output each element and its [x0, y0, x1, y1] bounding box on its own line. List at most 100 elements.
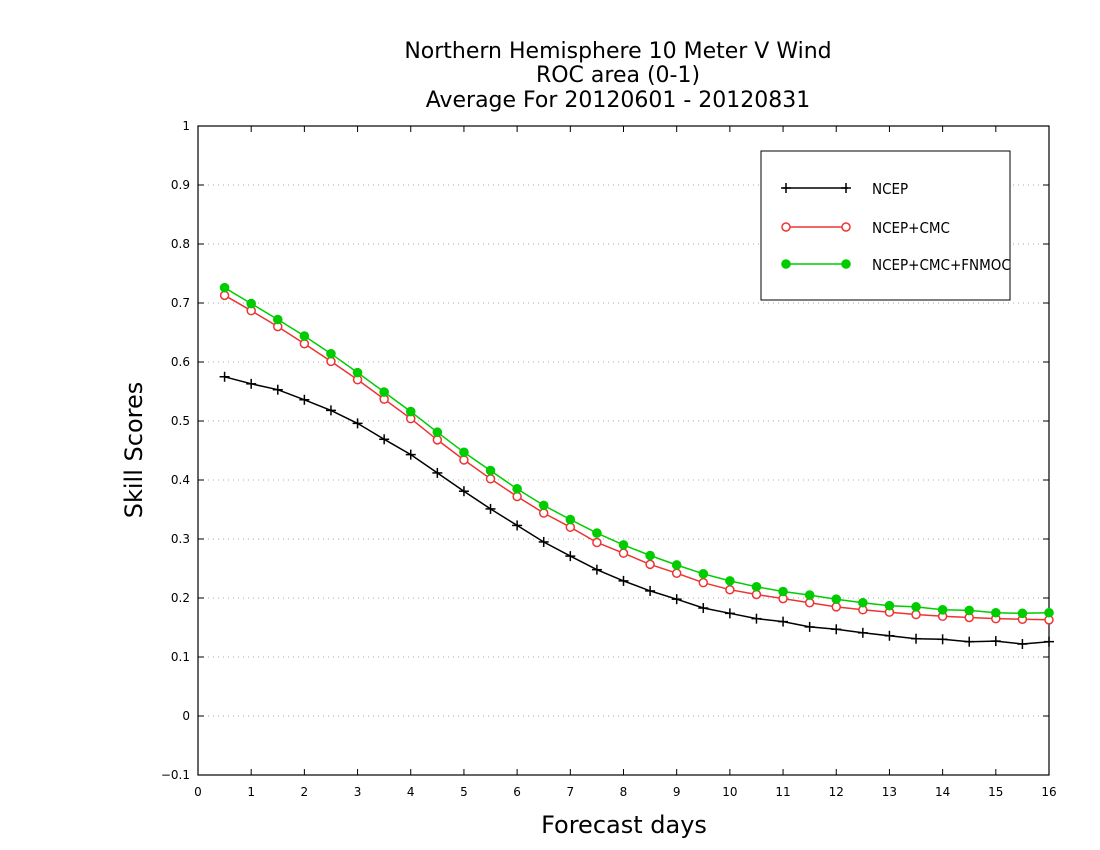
x-tick-label: 9 — [673, 785, 681, 799]
y-tick-label: 0.3 — [171, 532, 190, 546]
data-point — [219, 371, 230, 382]
data-point — [964, 605, 975, 616]
y-tick-label: −0.1 — [161, 768, 190, 782]
title-line-1: Northern Hemisphere 10 Meter V Wind — [404, 39, 831, 64]
y-tick-label: 0.5 — [171, 414, 190, 428]
data-point — [352, 418, 363, 429]
data-point — [485, 474, 496, 484]
series-2 — [219, 290, 1054, 625]
y-tick-label: 0.4 — [171, 473, 190, 487]
data-point — [405, 406, 416, 417]
x-tick-label: 12 — [829, 785, 844, 799]
x-tick-label: 2 — [301, 785, 309, 799]
data-point — [432, 467, 443, 478]
data-point — [538, 536, 549, 547]
data-point — [299, 394, 310, 405]
legend-item: NCEP+CMC+FNMOC — [781, 256, 1011, 274]
x-tick-label: 4 — [407, 785, 415, 799]
data-point — [831, 594, 842, 604]
series-line — [224, 294, 1050, 621]
data-point — [325, 405, 336, 416]
chart-title: Northern Hemisphere 10 Meter V Wind ROC … — [404, 39, 831, 113]
x-tick-label: 1 — [247, 785, 255, 799]
legend-marker — [781, 222, 791, 232]
data-point — [937, 634, 948, 645]
y-tick-label: 0.9 — [171, 178, 190, 192]
data-point — [911, 633, 922, 644]
data-point — [724, 608, 735, 619]
series-line — [224, 376, 1050, 645]
data-point — [831, 602, 841, 612]
data-point — [458, 486, 469, 497]
data-point — [485, 503, 496, 514]
data-point — [1044, 607, 1054, 618]
legend-label: NCEP — [872, 180, 908, 198]
data-point — [405, 449, 416, 460]
x-axis-label: Forecast days — [541, 811, 707, 839]
data-point — [698, 577, 709, 588]
x-tick-label: 11 — [775, 785, 790, 799]
data-point — [645, 550, 655, 561]
legend-marker — [841, 222, 851, 232]
data-point — [432, 435, 443, 445]
data-point — [538, 500, 549, 511]
data-point — [512, 484, 522, 494]
y-tick-label: 1 — [182, 119, 190, 133]
legend-marker — [841, 183, 851, 193]
legend: NCEP NCEP+CMC NCEP+CMC+FNMOC — [760, 150, 1011, 301]
data-point — [565, 514, 576, 525]
data-point — [778, 586, 788, 597]
legend-marker — [841, 259, 851, 269]
data-point — [804, 590, 815, 600]
series-3 — [219, 282, 1054, 619]
y-tick-label: 0.8 — [171, 237, 190, 251]
data-point — [751, 613, 762, 624]
data-point — [751, 589, 762, 600]
data-point — [565, 522, 576, 532]
data-point — [725, 584, 735, 595]
data-point — [831, 624, 842, 635]
data-point — [512, 520, 523, 531]
x-tick-label: 13 — [882, 785, 897, 799]
data-point — [884, 630, 895, 641]
data-point — [272, 314, 283, 325]
data-point — [937, 605, 948, 615]
data-point — [778, 616, 789, 627]
series-line — [224, 287, 1050, 615]
data-point — [645, 585, 656, 596]
title-line-3: Average For 20120601 - 20120831 — [426, 88, 811, 113]
data-point — [1017, 639, 1028, 650]
x-tick-label: 0 — [194, 785, 202, 799]
legend-box — [760, 150, 1011, 301]
y-tick-label: 0.2 — [171, 591, 190, 605]
series-1 — [219, 371, 1054, 650]
y-tick-label: 0.6 — [171, 355, 190, 369]
data-point — [1044, 636, 1054, 647]
legend-marker — [781, 259, 791, 269]
plot-frame — [197, 125, 1050, 776]
data-point — [671, 568, 682, 578]
data-point — [459, 455, 469, 465]
data-point — [645, 559, 655, 570]
data-point — [592, 528, 602, 538]
data-point — [246, 378, 257, 389]
x-tick-label: 7 — [566, 785, 574, 799]
data-point — [911, 609, 921, 620]
data-point — [299, 331, 310, 341]
data-point — [804, 597, 815, 608]
data-point — [538, 508, 549, 518]
y-axis-label: Skill Scores — [120, 382, 148, 519]
data-point — [751, 581, 762, 592]
gridlines — [198, 184, 1049, 717]
data-point — [485, 465, 496, 476]
data-point — [884, 600, 895, 611]
x-tick-label: 14 — [935, 785, 950, 799]
data-point — [698, 603, 709, 614]
data-point — [725, 576, 735, 586]
data-point — [219, 290, 230, 301]
y-tick-label: 0.1 — [171, 650, 190, 664]
data-point — [671, 594, 682, 605]
x-tick-label: 10 — [722, 785, 737, 799]
legend-item: NCEP+CMC — [781, 219, 950, 237]
